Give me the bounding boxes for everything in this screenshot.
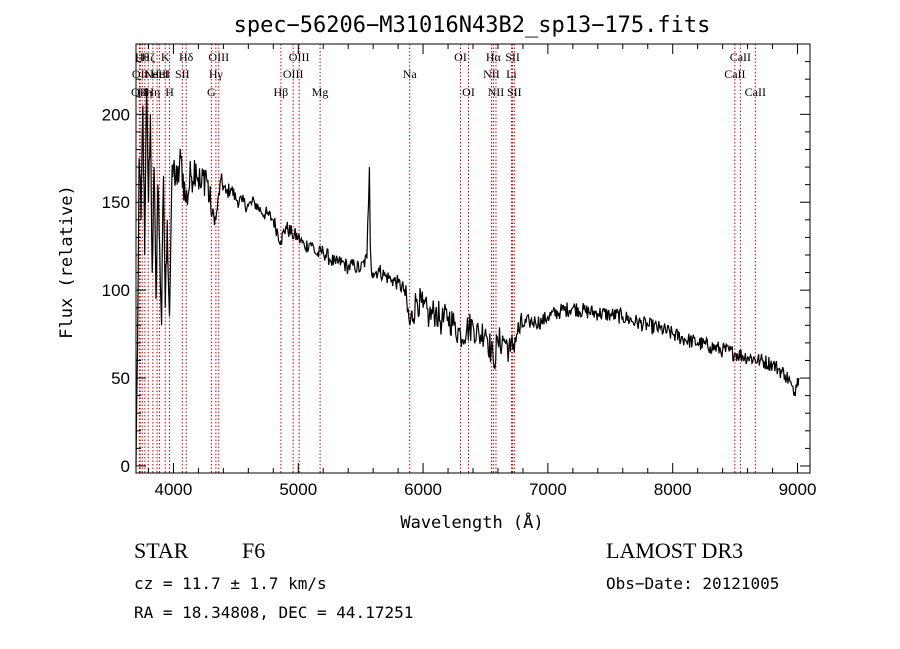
reference-line-label: SII [507,85,522,99]
y-tick-label: 200 [102,105,130,124]
reference-line-label: Hα [486,50,502,64]
observation-date: Obs−Date: 20121005 [606,574,780,593]
plot-axes [135,43,811,474]
reference-line-label: G [207,85,216,99]
reference-line-label: OI [454,50,467,64]
reference-lines [138,44,756,473]
y-tick-label: 150 [102,193,130,212]
reference-line-label: HeI [151,67,169,81]
reference-line-label: Hζ [141,50,155,64]
x-tick-label: 9000 [779,480,817,499]
survey-name: LAMOST DR3 [606,538,744,563]
y-tick-label: 0 [121,457,130,476]
reference-line-label: Li [506,67,517,81]
x-tick-label: 4000 [155,480,193,499]
spectrum-line [135,87,800,467]
y-tick-label: 100 [102,281,130,300]
sky-coordinates: RA = 18.34808, DEC = 44.17251 [134,603,414,622]
reference-line-label: NII [483,67,500,81]
reference-line-label: SII [175,67,190,81]
y-tick-label: 50 [111,369,130,388]
reference-line-label: OII [131,85,148,99]
x-axis-label: Wavelength (Å) [400,511,543,533]
reference-line-label: OIII [289,50,310,64]
reference-line-label: OIII [208,50,229,64]
chart-title: spec−56206−M31016N43B2_sp13−175.fits [234,13,711,38]
redshift-velocity: cz = 11.7 ± 1.7 km/s [134,574,327,593]
reference-line-label: OI [462,85,475,99]
reference-line-label: SII [505,50,520,64]
x-tick-label: 7000 [529,480,567,499]
reference-line-label: NeIII [144,67,170,81]
reference-line-label: Hδ [179,50,194,64]
reference-line-label: Hβ [274,85,289,99]
x-tick-label: 8000 [654,480,692,499]
object-class: STAR [134,538,189,563]
reference-line-label: OIII [283,67,304,81]
reference-line-label: H [165,85,174,99]
y-axis-label: Flux (relative) [57,185,77,339]
object-subclass: F6 [242,538,266,563]
y-axis-ticks: 0 50 100 150 200 [102,61,810,476]
reference-line-label: K [161,50,170,64]
reference-line-label: Hη [137,85,152,99]
reference-line-label: CaII [730,50,751,64]
reference-line-label: NII [488,85,505,99]
reference-line-label: CaII [745,85,766,99]
reference-line-label: Hη [145,85,160,99]
reference-line-label: Na [403,67,418,81]
x-tick-label: 5000 [279,480,317,499]
plot-frame [135,43,811,474]
x-tick-label: 6000 [404,480,442,499]
reference-line-label: Hγ [209,67,224,81]
x-axis-ticks: 4000 5000 6000 7000 8000 9000 [147,44,817,499]
reference-line-label: Hθ [135,50,150,64]
reference-line-label: CaII [724,67,745,81]
reference-line-labels: OIIOIIHθHηHζHηNeIIIHeIKHSIIHδGHγOIIIHβOI… [131,50,766,99]
reference-line-label: Mg [312,85,329,99]
